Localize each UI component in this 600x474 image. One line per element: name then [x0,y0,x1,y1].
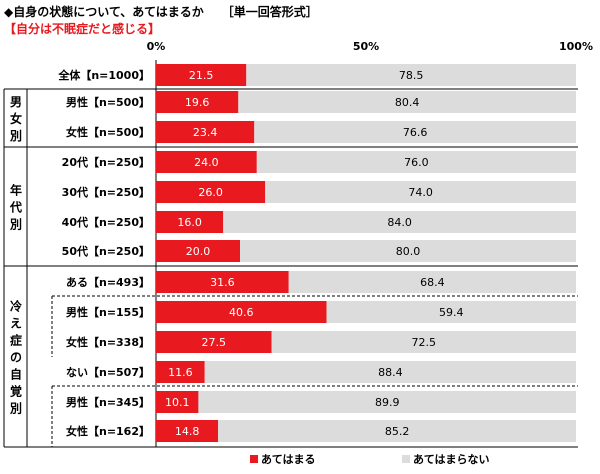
data-label: 89.9 [375,396,400,409]
data-label: 11.6 [168,366,193,379]
group-label-char: 女 [10,111,22,126]
data-label: 27.5 [202,336,227,349]
row-label: 50代【n=250】 [62,244,150,258]
bar-segment-atehamaru [156,420,219,442]
data-label: 72.5 [412,336,437,349]
row-label: 男性【n=500】 [66,95,150,109]
legend-swatch [402,455,410,463]
legend-swatch [250,455,258,463]
row-label: 男性【n=345】 [66,395,150,409]
data-label: 80.0 [396,245,421,258]
group-label-char: 自 [10,367,22,382]
bar-segment-atehamaranai [254,121,576,143]
data-label: 78.5 [399,69,424,82]
data-label: 23.4 [193,126,218,139]
data-label: 20.0 [186,245,211,258]
row-label: 女性【n=338】 [66,335,150,349]
group-label-char: 年 [10,183,22,198]
bar-segment-atehamaranai [256,151,576,173]
legend-label: あてはまる [261,453,316,466]
bar-segment-atehamaru [156,181,266,203]
row-label: 20代【n=250】 [62,155,150,169]
data-label: 76.6 [403,126,428,139]
data-label: 59.4 [439,306,464,319]
data-label: 68.4 [420,276,445,289]
chart-subtitle: 【自分は不眠症だと感じる】 [4,22,161,36]
row-label: ある【n=493】 [66,276,150,289]
bar-segment-atehamaranai [238,91,576,113]
chart-title: ◆自身の状態について、あてはまるか ［単一回答形式］ [4,3,318,20]
bar-segment-atehamaru [156,211,224,233]
row-label: 全体【n=1000】 [57,68,150,82]
group-label-char: 覚 [10,384,22,399]
bar-segment-atehamaranai [288,271,576,293]
row-label: 女性【n=162】 [66,424,150,438]
chart-title-text: ◆自身の状態について、あてはまるか [4,5,204,19]
bar-segment-atehamaru [156,121,255,143]
group-label-char: 別 [9,129,22,143]
answer-format-label: ［単一回答形式］ [221,5,318,19]
data-label: 24.0 [194,156,219,169]
data-label: 21.5 [189,69,214,82]
bar-segment-atehamaranai [198,391,577,413]
bar-segment-atehamaru [156,240,240,262]
bar-segment-atehamaru [156,64,247,86]
data-label: 40.6 [229,306,254,319]
group-label-char: 冷 [10,299,22,314]
bar-segment-atehamaranai [265,181,576,203]
group-label-char: 別 [9,402,22,416]
x-tick-label: 0% [147,40,166,53]
data-label: 74.0 [408,186,433,199]
row-label: ない【n=507】 [66,366,150,379]
row-label: 男性【n=155】 [66,305,150,319]
group-label-char: の [10,351,22,365]
data-label: 31.6 [210,276,235,289]
data-label: 88.4 [378,366,403,379]
data-label: 80.4 [395,96,420,109]
group-label-char: 別 [9,218,22,232]
bar-segment-atehamaranai [326,301,576,323]
group-label-char: え [10,317,22,331]
bar-segment-atehamaru [156,91,239,113]
data-label: 85.2 [385,425,410,438]
row-label: 女性【n=500】 [66,125,150,139]
data-label: 84.0 [387,216,412,229]
bar-segment-atehamaranai [204,361,576,383]
bar-segment-atehamaranai [240,240,576,262]
data-label: 10.1 [165,396,190,409]
data-label: 26.0 [198,186,223,199]
bar-segment-atehamaru [156,391,199,413]
bar-segment-atehamaranai [223,211,576,233]
data-label: 14.8 [175,425,200,438]
group-label-char: 代 [9,200,22,215]
x-tick-label: 100% [559,40,593,53]
bar-segment-atehamaranai [271,331,576,353]
x-tick-label: 50% [353,40,379,53]
bar-segment-atehamaru [156,301,327,323]
legend-label: あてはまらない [413,453,490,466]
data-label: 16.0 [177,216,202,229]
bar-segment-atehamaru [156,151,257,173]
data-label: 76.0 [404,156,429,169]
group-label-char: 症 [10,333,22,348]
bar-segment-atehamaranai [218,420,576,442]
bar-segment-atehamaranai [246,64,577,86]
row-label: 40代【n=250】 [62,215,150,229]
group-label-char: 男 [10,95,22,109]
row-label: 30代【n=250】 [62,185,150,199]
bar-segment-atehamaru [156,361,205,383]
bar-segment-atehamaru [156,331,272,353]
bar-segment-atehamaru [156,271,289,293]
data-label: 19.6 [185,96,210,109]
